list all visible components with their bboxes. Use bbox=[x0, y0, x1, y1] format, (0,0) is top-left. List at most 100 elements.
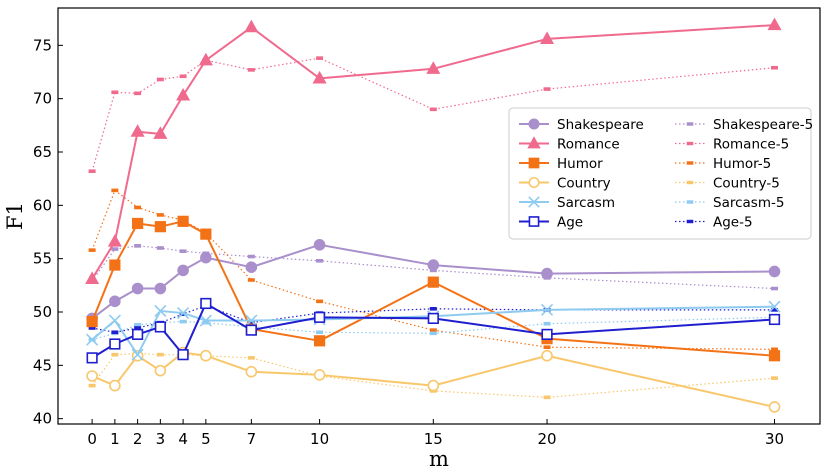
data-point-humor bbox=[313, 335, 326, 347]
data-point-age bbox=[200, 297, 212, 310]
data-point-humor bbox=[768, 350, 781, 362]
legend-item-country-5: Country-5 bbox=[675, 176, 780, 192]
data-point-shakespeare-5 bbox=[179, 249, 187, 253]
data-point-age-5 bbox=[134, 326, 142, 330]
x-tick-label: 30 bbox=[765, 430, 784, 448]
y-tick-label: 40 bbox=[33, 410, 52, 428]
data-point-country bbox=[427, 379, 440, 392]
x-tick-label: 0 bbox=[87, 430, 97, 448]
data-point-country-5 bbox=[247, 356, 255, 360]
data-point-age bbox=[177, 349, 189, 361]
data-point-romance-5 bbox=[429, 107, 437, 112]
legend-item-shakespeare-5: Shakespeare-5 bbox=[675, 117, 813, 133]
legend: Shakespeare Romance Humor Country Sarcasm Age… bbox=[508, 107, 813, 240]
data-point-sarcasm bbox=[177, 307, 190, 320]
legend-label: Humor bbox=[557, 156, 603, 172]
data-point-shakespeare bbox=[177, 264, 189, 277]
data-point-country bbox=[245, 365, 258, 378]
series-romance bbox=[85, 17, 782, 284]
data-point-shakespeare-5 bbox=[771, 286, 779, 291]
legend-marker bbox=[686, 141, 694, 146]
data-point-sarcasm-5 bbox=[179, 319, 187, 324]
data-point-humor bbox=[86, 315, 98, 328]
data-point-country bbox=[86, 370, 98, 382]
x-tick-label: 3 bbox=[156, 430, 166, 448]
data-point-humor bbox=[154, 221, 166, 233]
series-country-5 bbox=[88, 351, 779, 400]
data-point-romance bbox=[312, 70, 327, 84]
data-point-romance bbox=[176, 87, 191, 101]
data-point-romance-5 bbox=[247, 68, 255, 72]
data-point-shakespeare bbox=[768, 265, 781, 278]
legend-marker bbox=[686, 200, 694, 204]
data-point-humor-5 bbox=[88, 248, 96, 252]
y-tick-label: 50 bbox=[33, 303, 52, 321]
x-tick-label: 15 bbox=[424, 430, 443, 448]
legend-label: Shakespeare-5 bbox=[713, 117, 813, 133]
series-country bbox=[86, 346, 781, 413]
data-point-age-5 bbox=[429, 307, 437, 311]
data-point-humor bbox=[427, 276, 439, 288]
x-tick-label: 20 bbox=[537, 430, 556, 448]
data-point-age bbox=[86, 352, 98, 364]
y-tick-label: 60 bbox=[33, 196, 52, 214]
data-point-romance-5 bbox=[111, 90, 119, 95]
legend-marker bbox=[528, 196, 540, 208]
data-point-age bbox=[109, 338, 121, 350]
data-point-age bbox=[768, 313, 781, 326]
data-point-romance bbox=[85, 271, 100, 284]
data-point-age bbox=[313, 311, 326, 323]
data-point-country-5 bbox=[88, 383, 96, 388]
data-point-age-5 bbox=[88, 326, 96, 330]
data-point-romance bbox=[767, 17, 782, 31]
data-point-age bbox=[132, 328, 144, 341]
data-point-shakespeare-5 bbox=[247, 254, 255, 259]
data-point-country-5 bbox=[111, 352, 119, 357]
data-point-romance-5 bbox=[88, 169, 96, 173]
y-axis-label: F1 bbox=[3, 202, 27, 230]
data-point-humor bbox=[132, 217, 144, 230]
data-point-shakespeare bbox=[131, 282, 144, 295]
data-point-age-5 bbox=[247, 320, 255, 325]
data-point-humor bbox=[200, 228, 212, 240]
legend-box bbox=[508, 107, 812, 240]
data-point-shakespeare bbox=[541, 267, 553, 280]
legend-marker bbox=[528, 118, 540, 130]
data-point-sarcasm-5 bbox=[134, 323, 142, 327]
legend-label: Sarcasm bbox=[557, 195, 615, 211]
data-point-romance bbox=[426, 61, 441, 74]
legend-item-romance-5: Romance-5 bbox=[675, 137, 789, 153]
legend-label: Shakespeare bbox=[557, 117, 644, 133]
legend-marker bbox=[527, 136, 541, 149]
x-tick-label: 10 bbox=[310, 430, 329, 448]
legend-item-age-5: Age-5 bbox=[675, 215, 753, 231]
series-age bbox=[86, 297, 781, 364]
legend-marker bbox=[528, 176, 540, 189]
data-point-sarcasm-5 bbox=[202, 320, 210, 325]
data-point-romance bbox=[153, 126, 168, 139]
legend-marker bbox=[686, 180, 694, 185]
data-point-sarcasm bbox=[86, 333, 99, 346]
series-line-country bbox=[91, 351, 775, 408]
data-point-age-5 bbox=[111, 330, 119, 335]
data-point-humor-5 bbox=[771, 347, 779, 352]
data-point-romance-5 bbox=[316, 56, 324, 60]
data-point-romance bbox=[107, 234, 122, 247]
data-point-romance-5 bbox=[179, 74, 187, 79]
data-point-sarcasm bbox=[768, 300, 781, 313]
data-point-country-5 bbox=[543, 395, 551, 400]
data-point-humor-5 bbox=[247, 278, 255, 282]
legend-label: Romance bbox=[557, 137, 620, 153]
legend-marker bbox=[686, 122, 694, 126]
legend-label: Age-5 bbox=[713, 215, 753, 231]
series-line-romance-5 bbox=[91, 57, 775, 172]
y-tick-label: 55 bbox=[33, 250, 52, 268]
data-point-romance-5 bbox=[156, 77, 164, 82]
data-point-romance bbox=[540, 31, 555, 44]
x-tick-label: 1 bbox=[110, 430, 120, 448]
data-point-age-5 bbox=[771, 308, 779, 312]
legend-item-age: Age bbox=[519, 215, 583, 231]
data-point-sarcasm bbox=[199, 314, 212, 327]
data-point-age bbox=[154, 321, 166, 333]
